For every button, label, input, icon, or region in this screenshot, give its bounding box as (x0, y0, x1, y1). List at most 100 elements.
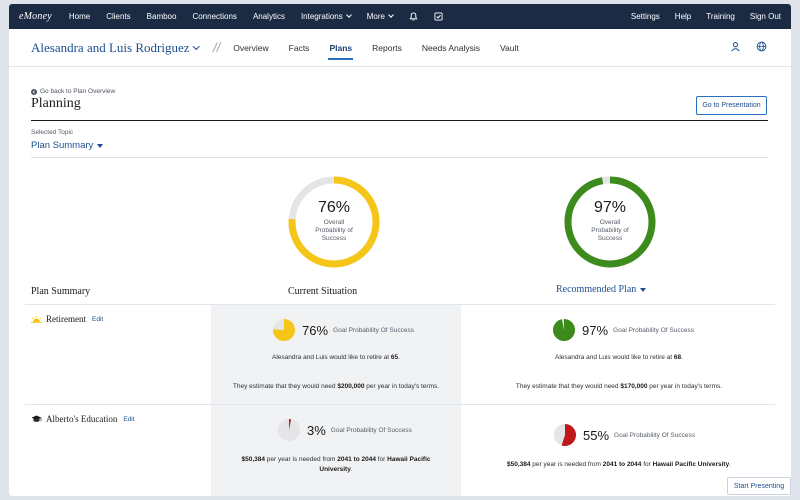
recommended-overall-donut: 97% Overall Probability of Success (562, 174, 658, 270)
page-title: Planning (31, 96, 81, 111)
nav-connections[interactable]: Connections (192, 12, 237, 21)
retirement-current-pie (273, 319, 296, 341)
nav-bamboo[interactable]: Bamboo (146, 12, 177, 21)
education-current-pie (278, 419, 300, 441)
education-current-desc: $50,384 per year is needed from 2041 to … (231, 455, 441, 475)
bell-icon[interactable] (409, 12, 418, 21)
nav-home[interactable]: Home (68, 12, 91, 21)
nav-training[interactable]: Training (706, 12, 735, 21)
task-checkbox-icon[interactable] (434, 12, 443, 21)
plan-summary-heading: Plan Summary (31, 286, 91, 297)
education-recommended-pie (554, 424, 576, 446)
recommended-donut-svg (564, 176, 656, 268)
nav-integrations-label: Integrations (300, 12, 343, 21)
current-donut-arc (288, 176, 380, 268)
retirement-recommended-line2-pre: They estimate that they would need (515, 383, 621, 390)
current-situation-heading: Current Situation (288, 286, 358, 297)
selected-topic-dropdown[interactable]: Plan Summary (31, 140, 104, 151)
retirement-recommended-line2-post: per year in today's terms. (647, 383, 723, 390)
recommended-plan-heading: Recommended Plan (556, 284, 637, 295)
education-row-label: Alberto's Education Edit (31, 414, 135, 424)
title-divider (31, 120, 768, 121)
topic-divider (31, 157, 768, 158)
retirement-current-pie-slice (273, 319, 296, 341)
education-recommended-goal: 55% Goal Probability Of Success (553, 423, 695, 447)
go-to-presentation-button[interactable]: Go to Presentation (696, 96, 767, 115)
retirement-edit-link[interactable]: Edit (92, 315, 104, 323)
globe-icon[interactable] (756, 41, 767, 52)
education-recommended-amount: $50,384 (506, 461, 531, 468)
chevron-down-icon (193, 42, 200, 50)
current-overall-percent: 76% (317, 199, 351, 216)
retirement-current-goal: 76% Goal Probability Of Success (272, 318, 414, 342)
client-bar-icons (730, 41, 767, 52)
current-situation-column-bg (211, 305, 461, 496)
retirement-row-label: Retirement Edit (31, 314, 103, 324)
selected-topic-label: Selected Topic (31, 129, 74, 136)
tab-needs-analysis[interactable]: Needs Analysis (421, 42, 481, 53)
caret-down-icon (97, 143, 104, 148)
client-bar: Alesandra and Luis Rodriguez // Overview… (9, 29, 791, 67)
planning-header: Go back to Plan Overview Planning (31, 88, 768, 112)
retirement-recommended-percent: 97% (582, 322, 609, 338)
education-recommended-mid1: per year is needed from (530, 461, 603, 468)
education-edit-link[interactable]: Edit (123, 415, 135, 423)
education-current-goal-text: Goal Probability Of Success (330, 426, 412, 434)
recommended-overall-label: Overall Probability of Success (562, 219, 658, 243)
retirement-recommended-pie (553, 319, 576, 341)
emoney-logo[interactable]: eMoney (19, 11, 52, 22)
education-current-percent: 3% (307, 422, 326, 438)
user-icon[interactable] (730, 41, 741, 52)
retirement-current-percent: 76% (302, 322, 329, 338)
education-current-years: 2041 to 2044 (337, 456, 376, 463)
education-recommended-desc: $50,384 per year is needed from 2041 to … (469, 460, 769, 470)
tab-plans[interactable]: Plans (328, 29, 353, 67)
tab-reports[interactable]: Reports (372, 42, 402, 53)
retirement-current-desc-2: They estimate that they would need $200,… (211, 382, 461, 392)
recommended-overall-label-line1: Overall (599, 219, 621, 226)
education-recommended-post: . (729, 461, 732, 468)
education-recommended-percent: 55% (583, 427, 610, 443)
retirement-recommended-amount: $170,000 (620, 383, 648, 390)
client-name-dropdown[interactable]: Alesandra and Luis Rodriguez (31, 40, 200, 56)
current-overall-label-line1: Overall (323, 219, 345, 226)
nav-more[interactable]: More (367, 12, 394, 21)
retirement-recommended-desc-1: Alesandra and Luis would like to retire … (469, 353, 769, 363)
retirement-current-line2-pre: They estimate that they would need (232, 383, 338, 390)
recommended-plan-dropdown[interactable]: Recommended Plan (556, 284, 647, 295)
retirement-current-line1-post: . (398, 354, 400, 361)
top-navigation-bar: eMoney Home Clients Bamboo Connections A… (9, 4, 791, 29)
tab-facts[interactable]: Facts (288, 42, 310, 53)
back-to-plan-overview-link[interactable]: Go back to Plan Overview (31, 88, 768, 95)
retirement-current-desc-1: Alesandra and Luis would like to retire … (211, 353, 461, 363)
back-link-label: Go back to Plan Overview (40, 88, 116, 95)
graduation-cap-icon (31, 415, 42, 422)
recommended-overall-label-line3: Success (597, 235, 623, 242)
client-tabs: Overview Facts Plans Reports Needs Analy… (233, 29, 539, 67)
education-current-pie-slice (289, 419, 292, 430)
chevron-down-icon (345, 12, 352, 18)
retirement-recommended-line1-pre: Alesandra and Luis would like to retire … (555, 354, 674, 361)
current-donut-svg (288, 176, 380, 268)
nav-analytics[interactable]: Analytics (252, 12, 285, 21)
education-label: Alberto's Education (46, 414, 118, 424)
nav-settings[interactable]: Settings (630, 12, 660, 21)
tab-vault[interactable]: Vault (500, 42, 519, 53)
nav-sign-out[interactable]: Sign Out (749, 12, 781, 21)
education-current-goal: 3% Goal Probability Of Success (277, 418, 412, 442)
back-arrow-icon (31, 88, 37, 95)
start-presenting-button[interactable]: Start Presenting (727, 477, 791, 495)
nav-clients[interactable]: Clients (106, 12, 131, 21)
app-window: eMoney Home Clients Bamboo Connections A… (9, 4, 791, 496)
education-current-school: Hawaii Pacific University (319, 456, 431, 473)
nav-integrations[interactable]: Integrations (300, 12, 352, 21)
header-divider (25, 304, 775, 305)
retirement-current-goal-text: Goal Probability Of Success (333, 326, 414, 334)
tab-overview[interactable]: Overview (233, 42, 269, 53)
education-recommended-pie-slice (561, 424, 576, 446)
current-overall-label-line2: Probability of (315, 227, 353, 234)
retirement-current-amount: $200,000 (337, 383, 365, 390)
nav-help[interactable]: Help (674, 12, 692, 21)
retirement-current-age: 65 (390, 354, 399, 361)
education-current-post: . (350, 466, 353, 473)
